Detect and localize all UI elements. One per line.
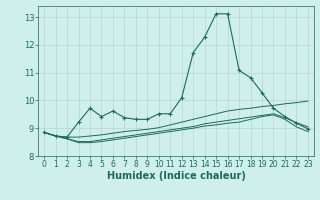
- X-axis label: Humidex (Indice chaleur): Humidex (Indice chaleur): [107, 171, 245, 181]
